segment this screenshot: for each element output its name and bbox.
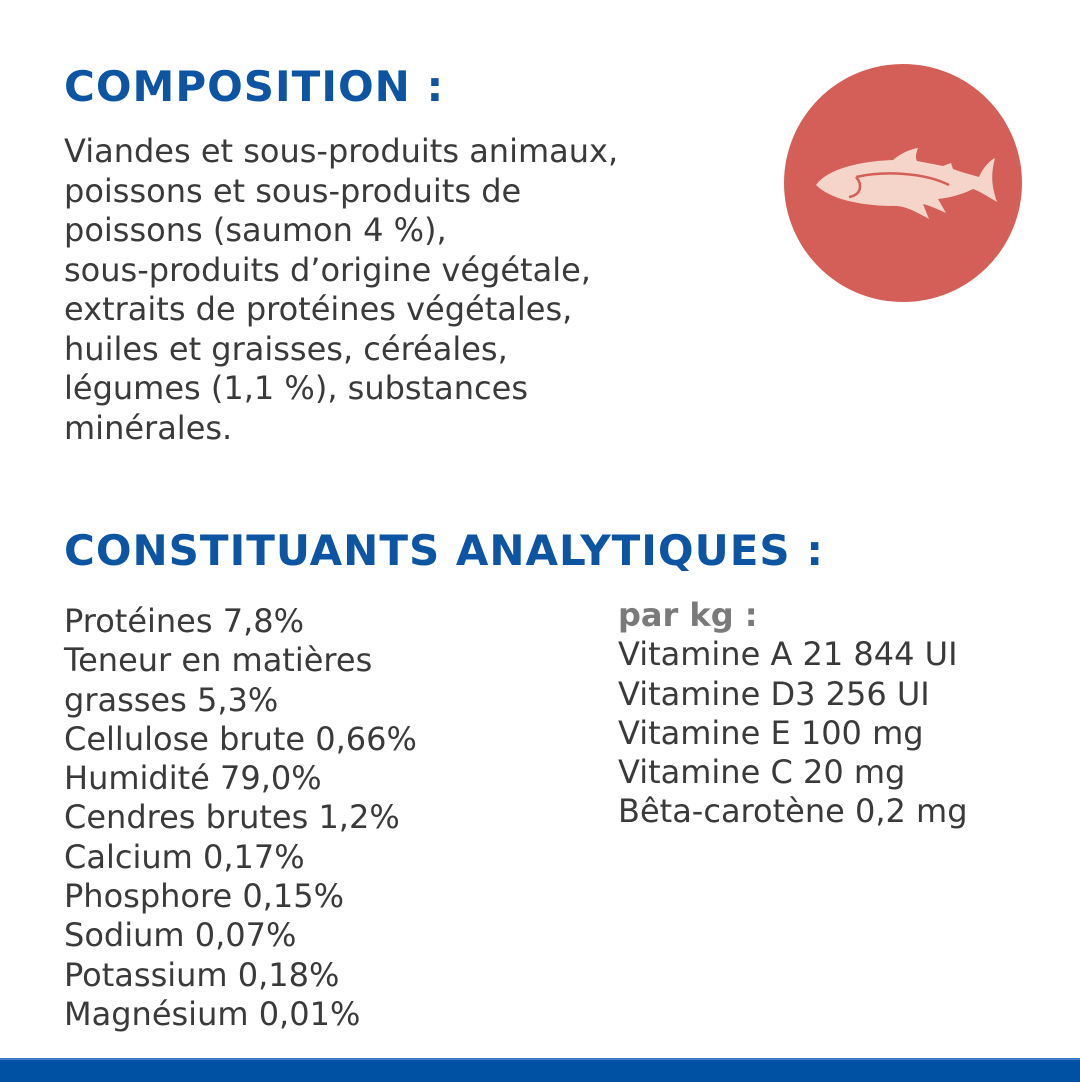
vitamin-item: Vitamine C 20 mg	[618, 753, 906, 792]
constituent-item: Phosphore 0,15%	[64, 877, 344, 916]
composition-line: légumes (1,1 %), substances	[64, 369, 528, 407]
constituent-item: Sodium 0,07%	[64, 916, 297, 955]
composition-line: huiles et graisses, céréales,	[64, 329, 508, 368]
constituent-item: Cendres brutes 1,2%	[64, 798, 400, 837]
composition-line: sous-produits d’origine végétale,	[64, 250, 591, 289]
constituent-item: Potassium 0,18%	[64, 955, 340, 994]
composition-line: Viandes et sous-produits animaux,	[64, 132, 619, 170]
footer-bar	[0, 1058, 1080, 1082]
vitamin-item: Vitamine D3 256 UI	[618, 674, 930, 713]
constituent-item: Protéines 7,8%	[64, 602, 304, 640]
vitamins-per-kg-list: par kg : Vitamine A 21 844 UI Vitamine D3…	[618, 596, 968, 832]
composition-line: extraits de protéines végétales,	[64, 290, 573, 328]
analytical-constituents-list: Protéines 7,8% Teneur en matières grasses …	[64, 602, 417, 1034]
constituent-item: Teneur en matières	[64, 641, 373, 680]
analytical-constituents-title: CONSTITUANTS ANALYTIQUES :	[64, 526, 825, 575]
constituent-item: Cellulose brute 0,66%	[64, 719, 417, 758]
constituent-item: Humidité 79,0%	[64, 759, 322, 798]
composition-line: poissons et sous-produits de	[64, 171, 522, 210]
composition-title: COMPOSITION :	[64, 62, 445, 111]
constituent-item: Calcium 0,17%	[64, 837, 305, 876]
constituent-item: Magnésium 0,01%	[64, 994, 361, 1033]
composition-text: Viandes et sous-produits animaux, poisson…	[64, 132, 618, 448]
composition-line: poissons (saumon 4 %),	[64, 211, 447, 249]
fish-icon	[784, 64, 1022, 302]
vitamin-item: Vitamine E 100 mg	[618, 713, 924, 752]
composition-line: minérales.	[64, 408, 233, 447]
constituent-item: grasses 5,3%	[64, 680, 279, 719]
vitamin-item: Bêta-carotène 0,2 mg	[618, 792, 968, 831]
vitamin-item: Vitamine A 21 844 UI	[618, 635, 958, 674]
per-kg-header: par kg :	[618, 596, 758, 634]
